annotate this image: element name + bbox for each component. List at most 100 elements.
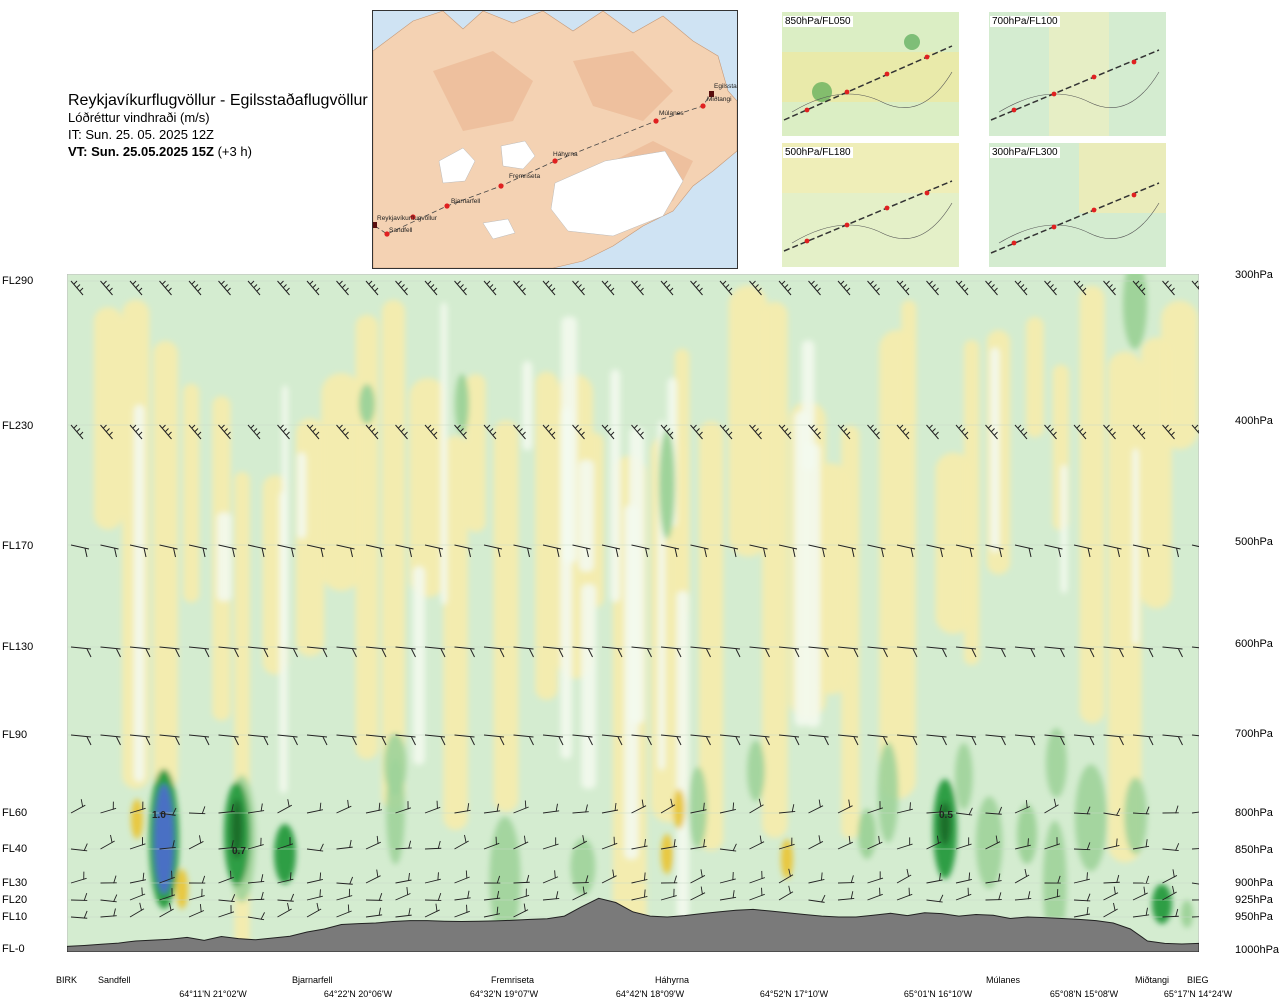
wind-barb <box>1103 734 1124 746</box>
barb-shaft <box>218 280 231 296</box>
wind-barb <box>778 885 794 901</box>
barb-feather <box>1138 428 1143 432</box>
neutral-region <box>1132 448 1139 646</box>
left-level-label: FL20 <box>2 894 28 906</box>
barb-feather <box>1168 284 1172 288</box>
barb-shaft <box>1191 734 1199 737</box>
left-level-label: FL230 <box>2 420 34 432</box>
barb-feather <box>666 428 671 432</box>
barb-feather <box>545 280 550 285</box>
barb-feather <box>73 424 78 429</box>
wind-barb <box>159 734 180 746</box>
wind-barb <box>719 843 737 852</box>
barb-feather <box>486 280 491 285</box>
wind-barb <box>129 887 146 901</box>
barb-feather <box>142 872 145 881</box>
barb-feather <box>822 547 825 558</box>
updraft-region <box>570 838 596 896</box>
barb-feather <box>371 284 376 288</box>
barb-shaft <box>336 646 357 650</box>
wind-barb <box>926 894 944 903</box>
barb-shaft <box>395 544 414 550</box>
barb-feather <box>643 872 646 881</box>
barb-shaft <box>1073 734 1095 738</box>
barb-feather <box>1025 800 1028 809</box>
barb-feather <box>261 547 265 558</box>
barb-feather <box>617 648 623 658</box>
wind-barb <box>601 280 615 296</box>
barb-feather <box>224 428 228 432</box>
wind-barb <box>306 902 322 918</box>
barb-feather <box>408 907 411 916</box>
wind-barb <box>70 280 84 296</box>
barb-feather <box>286 287 290 292</box>
waypoint-marker <box>700 103 706 109</box>
barb-feather <box>175 736 180 746</box>
barb-feather <box>496 906 499 915</box>
downdraft-region <box>409 378 447 598</box>
wind-barb <box>985 873 1002 884</box>
barb-feather <box>319 889 321 898</box>
wind-barb <box>601 802 619 814</box>
wind-barb <box>483 646 505 658</box>
barb-feather <box>968 807 973 816</box>
barb-shaft <box>690 544 709 550</box>
barb-shaft <box>306 646 328 650</box>
barb-feather <box>991 428 995 432</box>
barb-feather <box>998 873 1001 882</box>
barb-feather <box>932 284 936 288</box>
wind-barb <box>454 280 467 296</box>
barb-feather <box>463 431 467 436</box>
thumb-850hpa: 850hPa/FL050 <box>782 12 959 136</box>
barb-feather <box>548 428 553 432</box>
barb-feather <box>1168 428 1172 432</box>
barb-feather <box>752 424 756 429</box>
barb-feather <box>1082 431 1087 436</box>
wind-barb <box>424 646 446 658</box>
barb-feather <box>935 431 939 436</box>
downdraft-region <box>381 299 406 809</box>
barb-feather <box>906 868 910 877</box>
barb-feather <box>814 284 818 288</box>
wind-barb <box>277 646 298 658</box>
wind-barb <box>129 734 151 746</box>
wind-barb <box>306 843 324 852</box>
barb-feather <box>1086 842 1091 851</box>
wind-barb <box>1103 808 1121 817</box>
barb-feather <box>319 802 322 811</box>
barb-shaft <box>601 646 623 650</box>
barb-feather <box>79 287 84 292</box>
barb-shaft <box>1014 544 1034 550</box>
wind-barb <box>395 840 412 850</box>
barb-feather <box>175 648 180 658</box>
wind-barb <box>70 646 92 658</box>
barb-feather <box>342 428 346 432</box>
barb-shaft <box>719 646 741 650</box>
barb-feather <box>758 287 762 292</box>
barb-shaft <box>778 734 800 738</box>
barb-feather <box>527 547 530 558</box>
wind-barb <box>483 424 497 440</box>
barb-shaft <box>159 280 172 296</box>
barb-shaft <box>247 424 261 440</box>
barb-feather <box>814 428 818 432</box>
barb-feather <box>374 431 379 436</box>
barb-feather <box>165 284 169 288</box>
barb-shaft <box>513 646 534 650</box>
barb-feather <box>935 287 939 292</box>
wind-barb <box>955 646 977 658</box>
barb-feather <box>1053 431 1057 436</box>
barb-feather <box>578 284 582 288</box>
barb-shaft <box>631 280 644 296</box>
barb-feather <box>676 736 682 746</box>
wind-barb <box>513 544 532 558</box>
wind-barb <box>365 892 383 901</box>
barb-shaft <box>926 280 939 296</box>
wind-barb <box>395 801 412 814</box>
wind-barb <box>424 280 438 296</box>
barb-feather <box>260 891 264 900</box>
barb-feather <box>848 835 851 844</box>
updraft-region <box>688 766 708 849</box>
wind-barb <box>837 646 859 658</box>
wind-barb <box>749 887 765 901</box>
